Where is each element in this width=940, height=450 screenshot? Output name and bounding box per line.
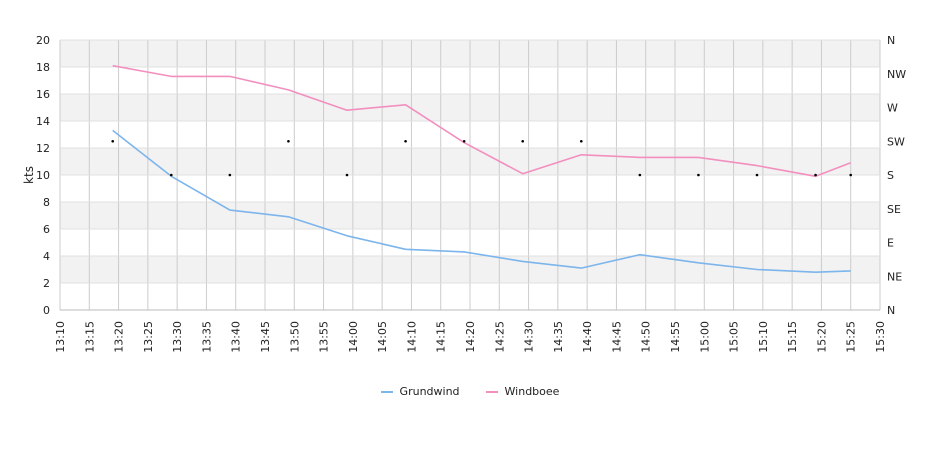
x-tick-label: 14:00	[347, 321, 360, 353]
x-axis-ticks: 13:10 13:15 13:20 13:25 13:30 13:35 13:40 13:45…	[54, 321, 887, 353]
direction-tick-label: N	[887, 34, 895, 47]
direction-point	[638, 173, 642, 177]
direction-points	[111, 139, 853, 177]
x-tick-label: 14:05	[376, 321, 389, 353]
direction-tick-label: N	[887, 304, 895, 317]
y-tick-label: 18	[36, 61, 50, 74]
y-tick-label: 0	[43, 304, 50, 317]
x-tick-label: 13:30	[171, 321, 184, 353]
y-tick-label: 6	[43, 223, 50, 236]
direction-tick-label: E	[887, 237, 894, 250]
legend-swatch-grundwind	[380, 390, 393, 393]
x-tick-label: 13:50	[288, 321, 301, 353]
y-tick-label: 16	[36, 88, 50, 101]
direction-point	[228, 173, 232, 177]
direction-point	[404, 139, 407, 143]
direction-axis-ticks: N NE E SE S SW W NW N	[887, 34, 906, 317]
x-tick-label: 14:40	[581, 321, 594, 353]
series-lines	[112, 64, 851, 274]
x-tick-label: 14:25	[493, 321, 506, 353]
x-tick-label: 14:10	[405, 321, 418, 353]
direction-point	[814, 173, 817, 177]
legend-item-grundwind[interactable]: Grundwind	[380, 385, 460, 398]
y-axis-ticks: 0 2 4 6 8 10 12 14 16 18 20	[36, 34, 50, 317]
direction-tick-label: NW	[887, 68, 906, 81]
legend: Grundwind Windboee	[0, 385, 940, 398]
x-tick-label: 15:30	[874, 321, 887, 353]
x-tick-label: 15:15	[786, 321, 799, 353]
direction-tick-label: NE	[887, 270, 902, 283]
y-tick-label: 2	[43, 277, 50, 290]
x-tick-label: 15:25	[845, 321, 858, 353]
direction-point	[462, 139, 466, 143]
direction-point	[169, 173, 173, 177]
y-tick-label: 20	[36, 34, 50, 47]
x-tick-label: 15:00	[698, 321, 711, 353]
y-tick-label: 4	[43, 250, 50, 263]
x-tick-label: 15:05	[728, 321, 741, 353]
direction-tick-label: SE	[887, 203, 901, 216]
legend-item-windboee[interactable]: Windboee	[485, 385, 560, 398]
direction-point	[345, 173, 349, 177]
x-tick-label: 14:30	[523, 321, 536, 353]
series-line-windboee	[112, 64, 851, 178]
y-tick-label: 10	[36, 169, 50, 182]
x-tick-label: 14:15	[435, 321, 448, 353]
direction-point	[579, 139, 583, 143]
direction-point	[287, 139, 290, 143]
x-tick-label: 13:55	[318, 321, 331, 353]
direction-point	[697, 173, 700, 177]
direction-tick-label: S	[887, 169, 894, 182]
x-tick-label: 14:55	[669, 321, 682, 353]
direction-point	[755, 173, 759, 177]
x-tick-label: 14:20	[464, 321, 477, 353]
y-tick-label: 14	[36, 115, 50, 128]
x-tick-label: 13:20	[113, 321, 126, 353]
x-tick-label: 15:10	[757, 321, 770, 353]
x-tick-label: 15:20	[815, 321, 828, 353]
legend-label-grundwind: Grundwind	[399, 385, 460, 398]
y-axis-title: kts	[22, 166, 36, 184]
y-tick-label: 8	[43, 196, 50, 209]
x-tick-label: 14:50	[640, 321, 653, 353]
x-tick-label: 14:45	[610, 321, 623, 353]
direction-tick-label: W	[887, 102, 898, 115]
direction-point	[111, 139, 115, 143]
x-tick-label: 13:35	[200, 321, 213, 353]
x-tick-label: 14:35	[552, 321, 565, 353]
x-tick-label: 13:25	[142, 321, 155, 353]
y-tick-label: 12	[36, 142, 50, 155]
horizontal-gridlines	[60, 39, 880, 311]
direction-tick-label: SW	[887, 135, 905, 148]
direction-point	[849, 173, 853, 177]
x-tick-label: 13:40	[230, 321, 243, 353]
legend-swatch-windboee	[485, 390, 498, 393]
x-tick-label: 13:45	[259, 321, 272, 353]
legend-label-windboee: Windboee	[504, 385, 560, 398]
x-tick-label: 13:15	[83, 321, 96, 353]
series-line-grundwind	[112, 129, 851, 274]
x-tick-label: 13:10	[54, 321, 67, 353]
direction-point	[521, 139, 525, 143]
